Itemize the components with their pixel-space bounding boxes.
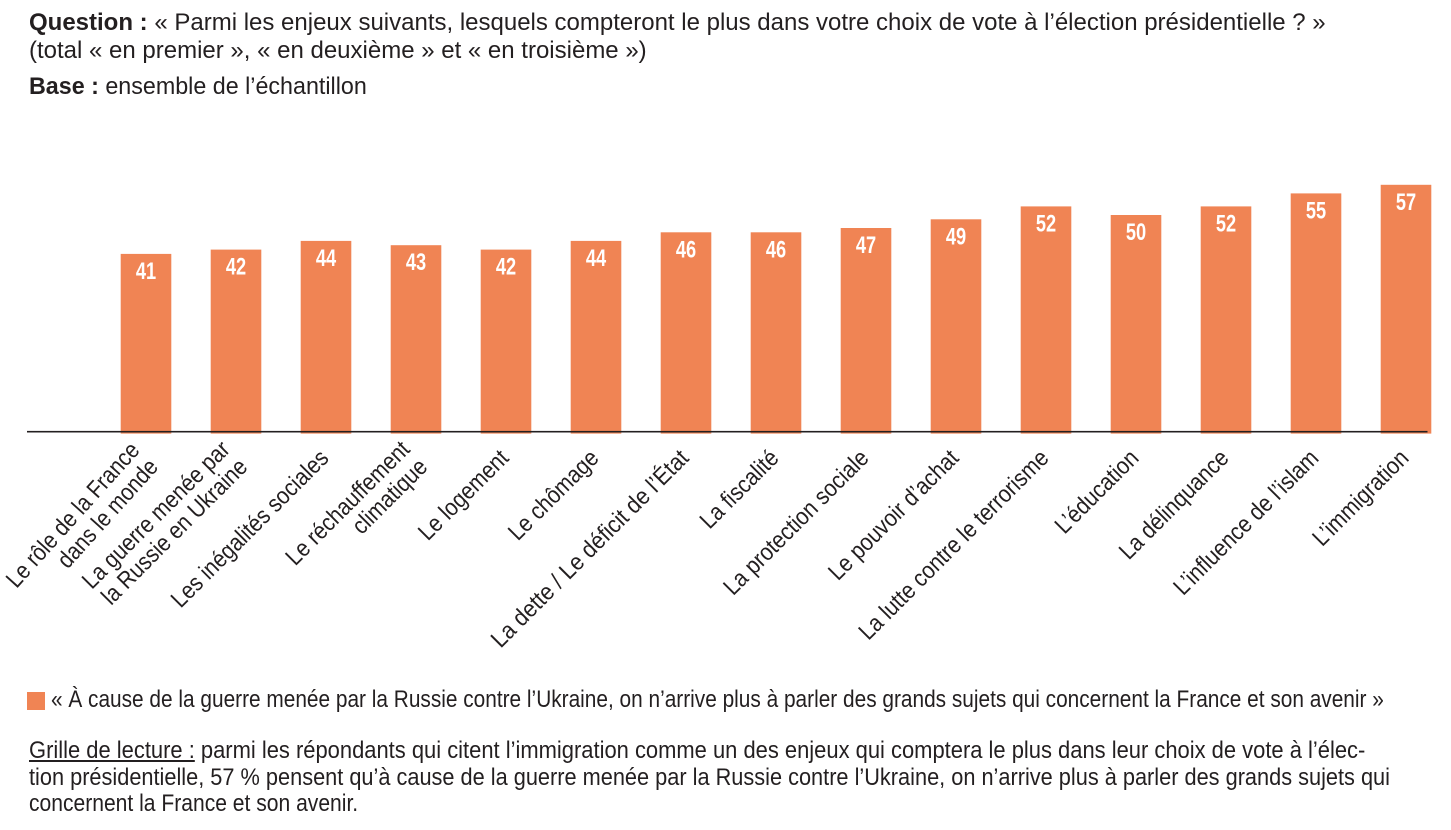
svg-text:44: 44 (316, 245, 336, 272)
svg-text:Le logement: Le logement (413, 444, 514, 545)
svg-text:43: 43 (406, 249, 426, 276)
svg-text:L’éducation: L’éducation (1049, 444, 1143, 538)
svg-text:50: 50 (1126, 219, 1146, 246)
svg-text:55: 55 (1306, 197, 1326, 224)
svg-text:La lutte contre le terrorisme: La lutte contre le terrorisme (853, 444, 1053, 644)
svg-text:52: 52 (1036, 210, 1056, 237)
svg-text:46: 46 (676, 236, 696, 263)
svg-text:42: 42 (226, 253, 246, 280)
svg-text:52: 52 (1216, 210, 1236, 237)
svg-text:42: 42 (496, 253, 516, 280)
svg-text:41: 41 (136, 258, 156, 285)
svg-text:L’immigration: L’immigration (1307, 444, 1414, 551)
svg-text:La fiscalité: La fiscalité (694, 444, 783, 533)
svg-text:49: 49 (946, 223, 966, 250)
svg-text:47: 47 (856, 232, 876, 259)
svg-text:46: 46 (766, 236, 786, 263)
svg-text:44: 44 (586, 245, 606, 272)
svg-text:57: 57 (1396, 188, 1416, 215)
